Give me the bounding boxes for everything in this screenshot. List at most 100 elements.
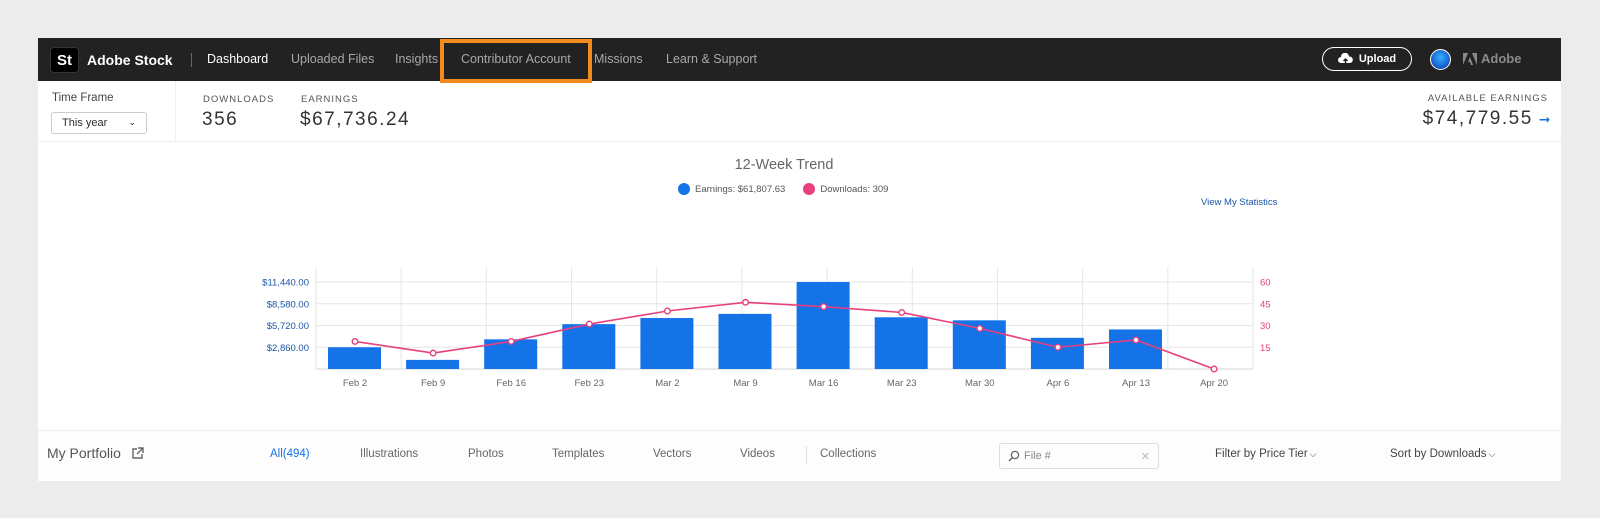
stock-logo-icon: St (50, 47, 79, 73)
sort-dropdown[interactable]: Sort by Downloads ⌵ (1390, 448, 1495, 460)
x-tick-label: Feb 9 (421, 378, 445, 389)
timeframe-select[interactable]: This year ⌄ (51, 112, 147, 134)
downloads-point (1210, 365, 1218, 373)
y-right-tick-label: 15 (1260, 343, 1271, 354)
nav-contributor-account[interactable]: Contributor Account (461, 52, 571, 66)
price-tier-filter-label: Filter by Price Tier (1215, 448, 1308, 460)
nav-insights[interactable]: Insights (395, 52, 439, 66)
trend-chart: $2,860.00 $5,720.00 $8,580.00 $11,440.00 15 3… (262, 267, 1271, 389)
downloads-point (429, 349, 437, 357)
tab-photos[interactable]: Photos (468, 448, 504, 460)
timeframe-value: This year (62, 117, 108, 129)
legend-downloads-dot (803, 183, 816, 195)
available-earnings-label: AVAILABLE EARNINGS (1427, 93, 1548, 104)
nav-highlight-box (440, 39, 592, 83)
search-input[interactable]: File # (1024, 450, 1051, 462)
x-tick-label: Mar 30 (965, 378, 995, 389)
available-earnings: $74,779.55 ➞ (1423, 108, 1552, 130)
view-statistics-link[interactable]: View My Statistics (1201, 197, 1278, 208)
tab-videos[interactable]: Videos (740, 448, 775, 460)
y-left-tick-label: $11,440.00 (262, 278, 309, 289)
upload-button-label: Upload (1358, 53, 1397, 65)
x-tick-label: Apr 6 (1047, 378, 1070, 389)
earnings-label: EARNINGS (301, 94, 359, 105)
x-tick-label: Mar 9 (733, 378, 757, 389)
tab-templates[interactable]: Templates (552, 448, 605, 460)
chevron-down-icon: ⌄ (128, 117, 136, 127)
legend-earnings-label: Earnings: $61,807.63 (695, 183, 786, 195)
legend-downloads-label: Downloads: 309 (820, 183, 889, 195)
price-tier-filter[interactable]: Filter by Price Tier ⌵ (1215, 448, 1317, 460)
tab-divider (806, 446, 807, 464)
file-search[interactable]: File # ✕ (999, 443, 1159, 469)
earnings-bar (1109, 329, 1162, 369)
downloads-point (742, 298, 750, 306)
earnings-bar (874, 317, 928, 369)
nav-dashboard[interactable]: Dashboard (207, 52, 269, 66)
tab-vectors[interactable]: Vectors (653, 448, 692, 460)
portfolio-bar: My Portfolio All(494) Illustrations Phot… (38, 430, 1561, 481)
adobe-stock-logo[interactable]: St Adobe Stock (50, 47, 173, 73)
x-tick-label: Feb 2 (343, 378, 367, 389)
available-earnings-value: $74,779.55 (1422, 108, 1533, 129)
chevron-down-icon: ⌵ (1309, 449, 1317, 459)
tab-all[interactable]: All(494) (270, 448, 310, 460)
x-tick-label: Feb 16 (496, 378, 526, 389)
stats-divider (175, 81, 176, 141)
x-tick-label: Mar 16 (809, 378, 839, 389)
y-right-tick-label: 30 (1260, 321, 1271, 332)
earnings-bar (328, 347, 381, 369)
arrow-right-icon[interactable]: ➞ (1538, 110, 1552, 127)
y-left-tick-label: $5,720.00 (267, 321, 309, 332)
y-right-tick-label: 60 (1260, 278, 1271, 289)
portfolio-title[interactable]: My Portfolio (47, 445, 144, 461)
chart-title: 12-Week Trend (734, 157, 834, 173)
downloads-label: DOWNLOADS (203, 94, 275, 105)
downloads-line (354, 301, 1215, 370)
x-tick-label: Feb 23 (575, 378, 605, 389)
x-tick-label: Apr 13 (1122, 378, 1150, 389)
search-icon (1008, 450, 1020, 462)
legend-downloads[interactable]: Downloads: 309 (803, 183, 888, 195)
upload-button[interactable]: Upload (1322, 47, 1412, 71)
x-tick-label: Apr 20 (1200, 378, 1228, 389)
downloads-point (976, 324, 984, 332)
nav-missions[interactable]: Missions (594, 52, 643, 66)
downloads-point (1054, 343, 1062, 351)
downloads-point (585, 320, 593, 328)
downloads-point (1132, 336, 1140, 344)
clear-icon[interactable]: ✕ (1140, 450, 1150, 463)
nav-divider (191, 53, 192, 67)
downloads-point (898, 308, 906, 316)
earnings-bar (562, 324, 616, 369)
timeframe-label: Time Frame (52, 92, 114, 104)
earnings-bar (640, 318, 694, 369)
earnings-value: $67,736.24 (300, 109, 411, 130)
app-window: St Adobe Stock Dashboard Uploaded Files … (38, 38, 1561, 481)
nav-learn-support[interactable]: Learn & Support (666, 52, 758, 66)
earnings-bar (796, 282, 850, 369)
y-right-tick-label: 45 (1260, 299, 1271, 310)
legend-earnings[interactable]: Earnings: $61,807.63 (678, 183, 785, 195)
downloads-point (820, 303, 828, 311)
nav-uploaded-files[interactable]: Uploaded Files (291, 52, 375, 66)
avatar[interactable] (1430, 49, 1451, 70)
top-nav: St Adobe Stock Dashboard Uploaded Files … (38, 38, 1561, 83)
y-left-tick-label: $8,580.00 (267, 299, 309, 310)
adobe-logo-icon (1463, 52, 1477, 65)
downloads-point (663, 307, 671, 315)
cloud-upload-icon (1337, 53, 1353, 64)
adobe-brand-label: Adobe (1481, 51, 1522, 66)
x-tick-label: Mar 23 (887, 378, 917, 389)
chevron-down-icon: ⌵ (1488, 449, 1496, 459)
adobe-brand[interactable]: Adobe (1463, 51, 1521, 66)
logo-text: Adobe Stock (87, 52, 173, 68)
external-link-icon (132, 446, 144, 459)
tab-collections[interactable]: Collections (820, 448, 877, 460)
downloads-value: 356 (202, 109, 239, 130)
y-left-tick-label: $2,860.00 (267, 343, 309, 354)
earnings-bar (406, 359, 460, 369)
downloads-point (351, 337, 359, 345)
downloads-point (507, 337, 515, 345)
tab-illustrations[interactable]: Illustrations (360, 448, 419, 460)
